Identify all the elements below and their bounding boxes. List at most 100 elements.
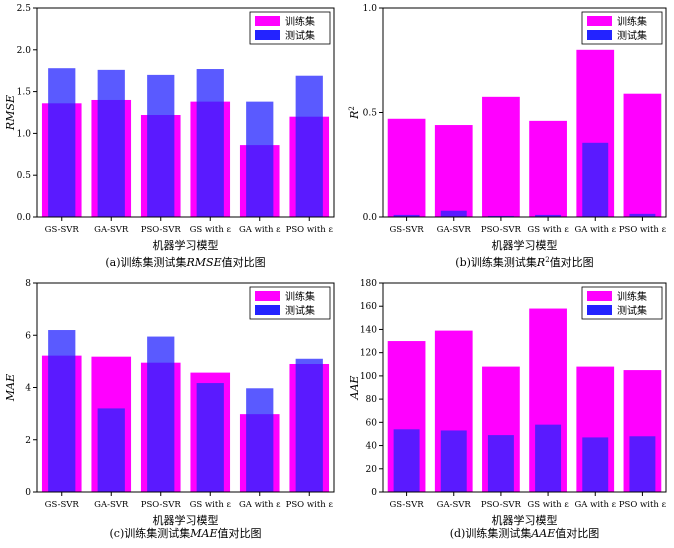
y-tick-label: 180 (360, 279, 377, 289)
y-tick-label: 80 (366, 395, 378, 405)
y-tick-label: 60 (366, 418, 378, 428)
y-axis-label: AAE (348, 376, 361, 401)
caption-prefix: (c)训练集测试集 (110, 526, 191, 540)
bar-test-1 (440, 430, 467, 492)
legend-label-train: 训练集 (285, 15, 315, 28)
y-tick-label: 40 (366, 442, 378, 452)
x-tick-label: GS-SVR (45, 500, 80, 510)
y-tick-label: 2.0 (17, 46, 32, 56)
bar-train-0 (387, 118, 426, 217)
legend-label-train: 训练集 (285, 290, 315, 303)
bar-test-3 (535, 424, 562, 492)
y-tick-label: 1.0 (363, 4, 378, 14)
x-tick-label: PSO-SVR (481, 500, 522, 510)
legend-swatch-test (255, 305, 280, 315)
x-tick-label: PSO-SVR (141, 225, 182, 235)
y-tick-label: 2 (25, 436, 31, 446)
x-axis-label: 机器学习模型 (492, 513, 558, 527)
x-tick-label: GA with ε (239, 500, 281, 510)
y-tick-label: 100 (360, 372, 377, 382)
x-tick-label: GS with ε (527, 225, 569, 235)
chart-d: 0 20 40 60 80 100 120 140 160 180 GS-SVR GA-SVR PSO-… (348, 279, 667, 540)
caption-sup: 2 (545, 256, 549, 264)
x-tick-label: GA-SVR (94, 500, 129, 510)
legend-swatch-train (255, 16, 280, 26)
x-tick-label: GS with ε (190, 500, 232, 510)
y-tick-label: 1.5 (17, 88, 32, 98)
x-tick-label: PSO with ε (286, 225, 334, 235)
x-axis-label: 机器学习模型 (153, 513, 219, 527)
legend-swatch-test (255, 30, 280, 40)
plot-frame (382, 282, 667, 493)
y-tick-label: 8 (25, 279, 31, 289)
bar-test-5 (295, 75, 323, 217)
bar-test-2 (147, 74, 175, 217)
x-tick-label: GA with ε (574, 500, 616, 510)
bar-test-0 (48, 68, 76, 217)
bar-test-4 (582, 142, 609, 217)
y-tick-label: 0 (371, 488, 377, 498)
bar-test-3 (196, 69, 224, 217)
chart-caption: (a)训练集测试集RMSE值对比图 (105, 255, 265, 269)
bar-test-0 (48, 330, 76, 492)
caption-prefix: (a)训练集测试集 (105, 255, 186, 269)
y-tick-label: 0.5 (17, 171, 32, 181)
bar-test-2 (487, 215, 514, 217)
y-tick-label: 0.0 (363, 213, 378, 223)
x-tick-label: GA-SVR (437, 500, 472, 510)
caption-suffix: 值对比图 (550, 255, 594, 269)
legend-label-test: 测试集 (617, 29, 647, 42)
x-tick-label: GA with ε (574, 225, 616, 235)
y-tick-label: 2.5 (17, 4, 32, 14)
y-axis-label: R2 (348, 106, 361, 120)
y-tick-label: 0.0 (17, 213, 32, 223)
x-tick-label: PSO with ε (619, 225, 667, 235)
plot-frame (36, 7, 335, 218)
x-axis-label: 机器学习模型 (492, 238, 558, 252)
caption-metric: RMSE (186, 256, 222, 269)
chart-c: 0 2 4 6 8 GS-SVR GA-SVR PSO-SVR GS with ε GA with… (4, 279, 335, 540)
bar-test-0 (393, 214, 420, 217)
x-tick-label: GA-SVR (437, 225, 472, 235)
y-tick-label: 6 (25, 331, 31, 341)
chart-a: 0.0 0.5 1.0 1.5 2.0 2.5 GS-SVR GA-SVR PSO-SVR GS … (4, 4, 335, 269)
caption-metric: MAE (189, 527, 217, 540)
y-tick-label: 20 (366, 465, 378, 475)
bar-test-1 (97, 69, 125, 217)
bar-test-4 (246, 101, 274, 217)
y-axis-label: MAE (4, 374, 17, 402)
bar-train-5 (623, 93, 662, 217)
x-tick-label: GA-SVR (94, 225, 129, 235)
caption-prefix: (d)训练集测试集 (450, 526, 532, 540)
x-tick-label: GS with ε (190, 225, 232, 235)
x-tick-label: PSO with ε (286, 500, 334, 510)
caption-suffix: 值对比图 (218, 526, 262, 540)
bar-test-2 (487, 435, 514, 492)
legend-swatch-test (587, 305, 612, 315)
bar-train-2 (482, 96, 520, 217)
x-tick-label: PSO-SVR (481, 225, 522, 235)
y-tick-label: 4 (25, 384, 31, 394)
caption-prefix: (b)训练集测试集 (455, 255, 537, 269)
caption-metric: R (536, 256, 545, 269)
chart-caption: (d)训练集测试集AAE值对比图 (450, 526, 600, 540)
bar-test-5 (629, 436, 656, 492)
x-tick-label: GS with ε (527, 500, 569, 510)
bar-test-5 (629, 213, 656, 217)
chart-b: 0.0 0.5 1.0 GS-SVR GA-SVR PSO-SVR GS with ε GA … (348, 4, 667, 269)
y-tick-label: 0.5 (363, 109, 378, 119)
legend-swatch-test (587, 30, 612, 40)
y-tick-label: 1.0 (17, 129, 32, 139)
y-tick-label: 140 (360, 325, 377, 335)
bar-train-3 (529, 120, 567, 217)
bar-test-4 (246, 388, 274, 492)
x-tick-label: PSO-SVR (141, 500, 182, 510)
bar-test-3 (535, 214, 562, 217)
chart-caption: (c)训练集测试集MAE值对比图 (110, 526, 262, 540)
bar-test-4 (582, 437, 609, 492)
x-axis-label: 机器学习模型 (153, 238, 219, 252)
legend-label-train: 训练集 (617, 290, 647, 303)
y-tick-label: 0 (25, 488, 31, 498)
bar-test-0 (393, 429, 420, 492)
